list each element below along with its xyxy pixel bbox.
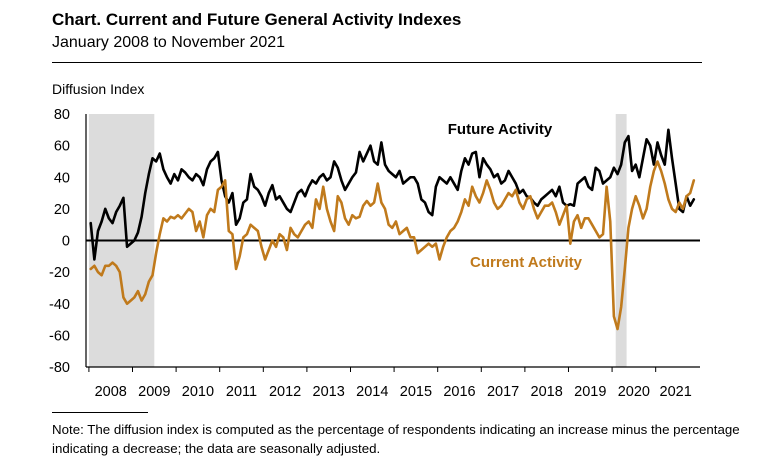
- y-tick-label: 20: [54, 202, 70, 218]
- x-tick-label: 2013: [313, 384, 345, 400]
- x-tick-label: 2010: [182, 384, 214, 400]
- y-tick-label: -80: [49, 360, 70, 376]
- note-divider: [52, 412, 148, 413]
- y-tick-label: 60: [54, 139, 70, 155]
- future-activity-label: Future Activity: [448, 121, 553, 138]
- x-tick-label: 2014: [356, 384, 388, 400]
- y-axis-label: Diffusion Index: [52, 81, 145, 97]
- y-tick-label: -40: [49, 297, 70, 313]
- y-tick-label: 80: [54, 107, 70, 123]
- y-tick-label: -60: [49, 328, 70, 344]
- chart-subtitle: January 2008 to November 2021: [52, 34, 286, 51]
- future-activity-line: [89, 128, 696, 261]
- chart-note: Note: The diffusion index is computed as…: [52, 422, 740, 456]
- y-tick-label: 0: [62, 234, 70, 250]
- x-tick-label: 2021: [660, 384, 692, 400]
- current-activity-label: Current Activity: [470, 254, 583, 271]
- y-tick-label: -20: [49, 265, 70, 281]
- title-divider: [52, 62, 702, 63]
- x-tick-label: 2008: [95, 384, 127, 400]
- x-tick-label: 2018: [531, 384, 563, 400]
- x-tick-label: 2020: [618, 384, 650, 400]
- current-activity-line: [89, 160, 696, 331]
- x-tick-label: 2017: [487, 384, 519, 400]
- x-tick-label: 2019: [574, 384, 606, 400]
- x-tick-label: 2009: [138, 384, 170, 400]
- x-tick-label: 2016: [443, 384, 475, 400]
- x-tick-label: 2011: [226, 384, 257, 400]
- x-tick-label: 2012: [269, 384, 301, 400]
- y-tick-label: 40: [54, 170, 70, 186]
- x-tick-label: 2015: [400, 384, 432, 400]
- chart-title: Chart. Current and Future General Activi…: [52, 10, 462, 29]
